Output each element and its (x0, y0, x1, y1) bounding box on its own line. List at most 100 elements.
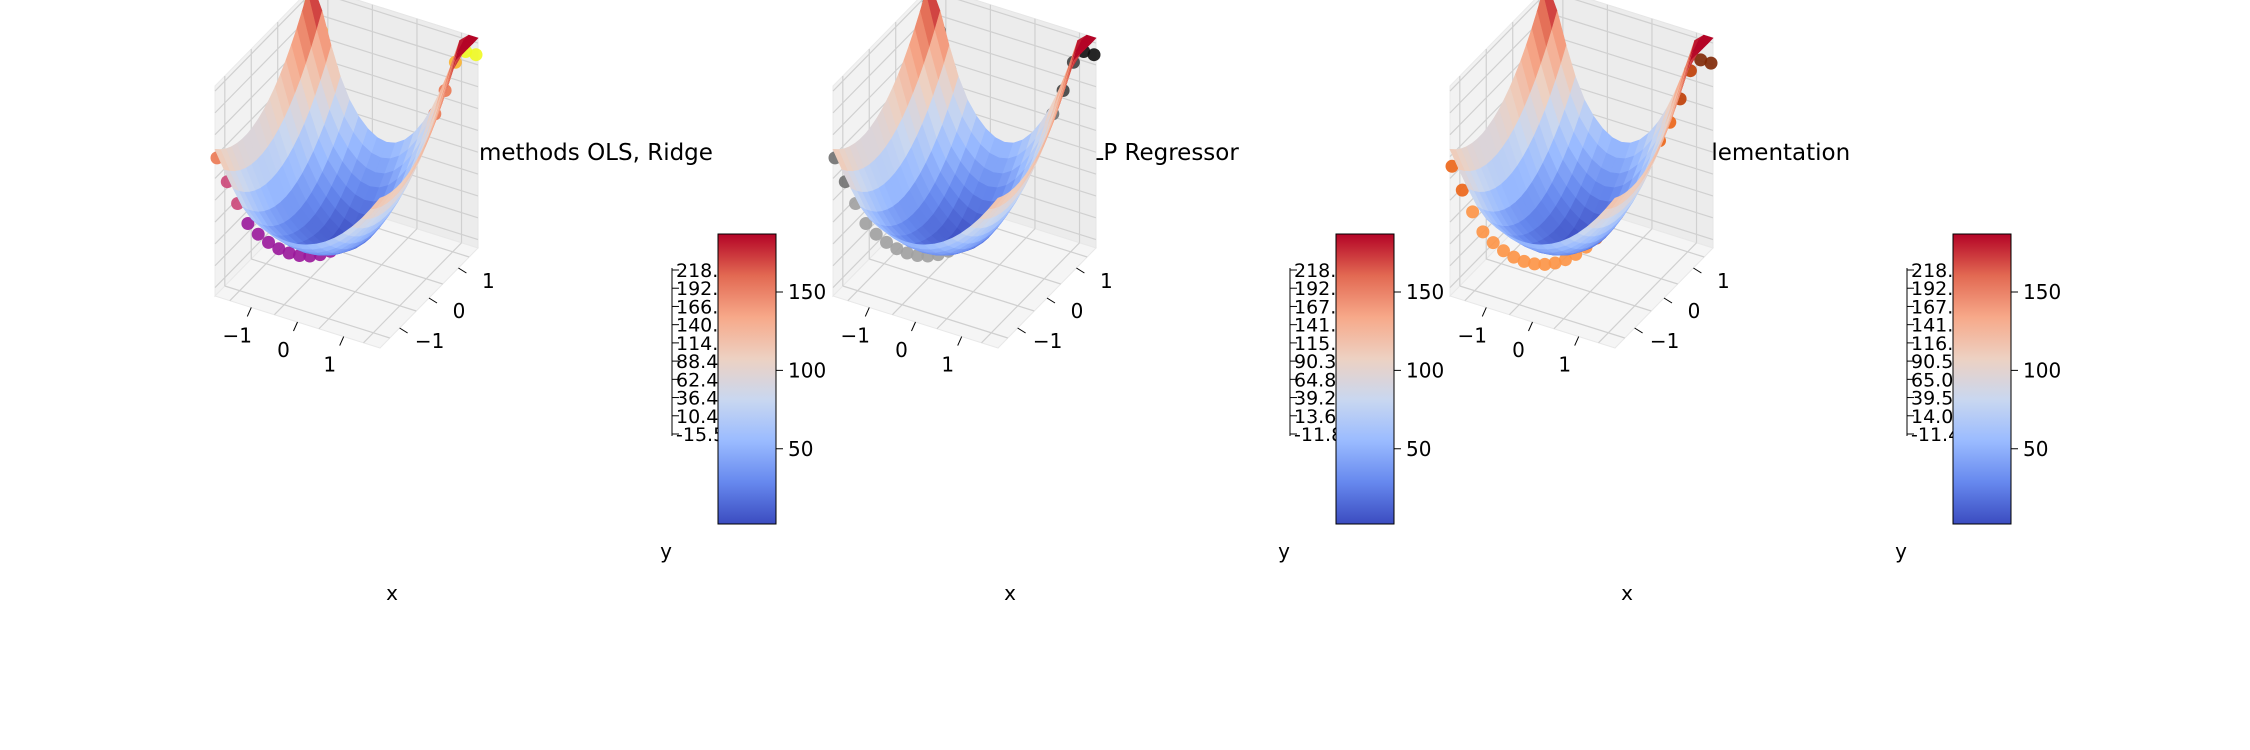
z-tick-label: 192. (1911, 278, 1953, 300)
surface-patch (1605, 195, 1622, 210)
z-tick-label: 88.4 (676, 351, 718, 373)
surface (1449, 0, 1714, 256)
x-tick-mark (911, 321, 916, 332)
grid-line (1598, 242, 1697, 344)
z-tick-label: 115. (1294, 333, 1336, 355)
x-tick-label: 0 (1512, 338, 1525, 362)
x-tick-mark (339, 336, 345, 346)
grid-line (318, 228, 418, 330)
scatter-point (1445, 159, 1459, 173)
x-tick-mark (293, 321, 298, 332)
colorbar-gradient (1952, 233, 2012, 525)
z-tick-label: 192. (676, 278, 718, 300)
grid-line (214, 0, 306, 92)
scatter-point (880, 235, 893, 249)
grid-line (930, 55, 1097, 110)
subplot-2: Sklearn MLP Regressor−101−101xy-11.813.6… (828, 0, 1444, 605)
colorbar: 50 100 150 (717, 233, 826, 525)
y-tick-mark (1017, 327, 1026, 334)
grid-line (339, 0, 479, 44)
scatter-point (1538, 257, 1552, 271)
z-tick-label: 65.0 (1911, 369, 1953, 391)
y-tick-label: −1 (415, 329, 444, 353)
grid-line (312, 55, 479, 110)
y-tick-mark (458, 267, 467, 274)
subplot-3: FFNN implementation−101−101xy-11.414.039… (1445, 0, 2061, 605)
z-tick-label: 218. (1911, 260, 1953, 282)
x-tick-mark (864, 307, 870, 317)
z-tick-label: 36.4 (676, 388, 718, 410)
grid-line (1449, 0, 1541, 92)
grid-line (312, 12, 479, 66)
y-tick-label: 0 (1071, 299, 1084, 323)
scatter-point (1528, 257, 1541, 271)
z-tick-label: 90.3 (1294, 351, 1336, 373)
grid-line (224, 285, 390, 339)
scatter-point (890, 242, 904, 256)
scatter-point (241, 217, 255, 230)
z-tick-label: 64.8 (1294, 369, 1336, 391)
scatter-point (1486, 236, 1500, 250)
z-tick-label: 116. (1911, 333, 1953, 355)
surface-patch (370, 195, 387, 210)
scatter-point (1497, 244, 1510, 258)
scatter-point (1476, 225, 1490, 239)
y-tick-mark (428, 297, 438, 304)
colorbar-tick-label: 50 (2023, 437, 2048, 461)
surface-patch (988, 195, 1005, 210)
y-tick-label: 0 (453, 299, 466, 323)
grid-line (251, 258, 417, 312)
y-axis-label: y (1895, 539, 1907, 563)
scatter-point (1087, 48, 1101, 62)
x-tick-label: −1 (841, 323, 870, 347)
x-tick-mark (1481, 307, 1487, 317)
scatter-point (1517, 254, 1531, 268)
z-tick-label: -11.8 (1294, 424, 1343, 446)
y-tick-mark (1046, 297, 1056, 304)
scatter-point (272, 242, 286, 256)
scatter-point (251, 227, 265, 241)
z-tick-label: 218. (676, 260, 718, 282)
grid-line (1547, 12, 1714, 66)
x-axis-label: x (1004, 581, 1016, 605)
scatter-point (1455, 183, 1469, 197)
x-tick-label: 1 (1558, 353, 1571, 377)
scatter-point (469, 48, 483, 62)
surface (832, 0, 1097, 256)
x-tick-mark (246, 307, 252, 317)
scatter-point (1558, 253, 1572, 267)
x-axis-label: x (386, 581, 398, 605)
y-tick-mark (1634, 327, 1643, 334)
surface (214, 0, 479, 256)
x-tick-label: 1 (941, 353, 954, 377)
x-tick-label: 1 (323, 353, 336, 377)
grid-line (981, 242, 1080, 344)
grid-line (1459, 285, 1625, 339)
y-tick-label: 1 (482, 269, 495, 293)
y-axis-label: y (660, 539, 672, 563)
scatter-point (859, 217, 873, 230)
z-tick-label: 14.0 (1911, 406, 1953, 428)
colorbar-tick-label: 100 (1406, 358, 1444, 382)
x-tick-label: −1 (1458, 323, 1487, 347)
x-tick-label: 0 (895, 338, 908, 362)
z-tick-label: 62.4 (676, 369, 718, 391)
grid-line (832, 0, 924, 92)
colorbar: 50 100 150 (1335, 233, 1444, 525)
y-tick-label: −1 (1650, 329, 1679, 353)
z-tick-label: -11.4 (1911, 424, 1960, 446)
scatter-point (1704, 56, 1718, 70)
grid-line (1574, 0, 1714, 44)
x-axis-label: x (1621, 581, 1633, 605)
scatter-point (911, 249, 924, 262)
z-tick-label: 10.4 (676, 406, 718, 428)
y-tick-mark (399, 327, 408, 334)
grid-line (957, 0, 1097, 44)
y-tick-label: 0 (1688, 299, 1701, 323)
colorbar-tick-label: 100 (2023, 358, 2061, 382)
grid-line (936, 228, 1036, 330)
grid-line (842, 285, 1008, 339)
z-tick-label: 39.2 (1294, 388, 1336, 410)
z-tick-label: -15.5 (676, 424, 725, 446)
y-tick-label: −1 (1033, 329, 1062, 353)
